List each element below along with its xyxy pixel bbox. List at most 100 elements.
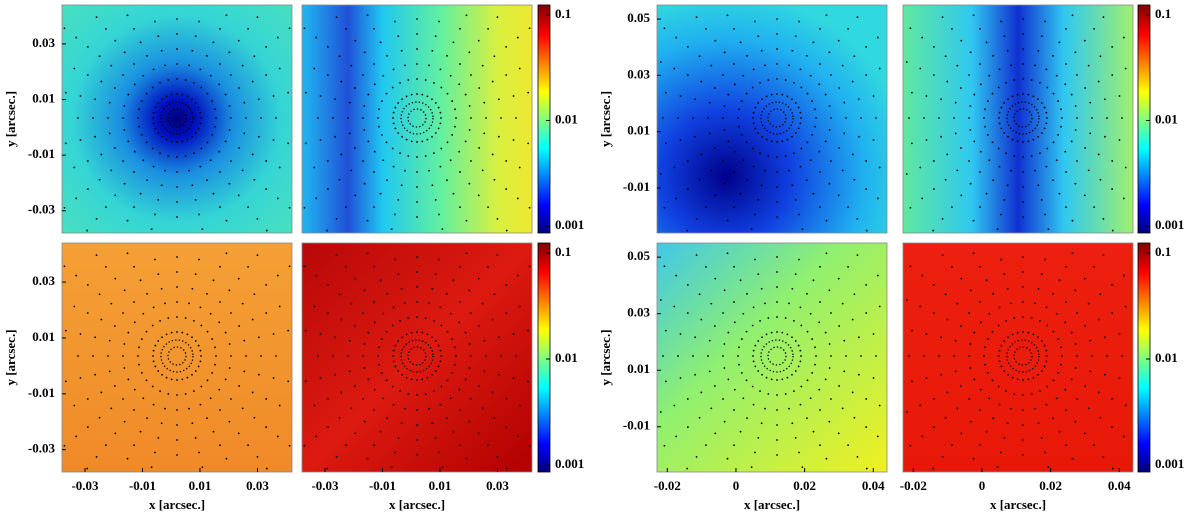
grid-point <box>1074 343 1077 345</box>
grid-point <box>1121 355 1123 357</box>
grid-point <box>905 173 908 175</box>
grid-point <box>206 179 208 182</box>
grid-point <box>941 217 944 220</box>
grid-point <box>440 324 443 327</box>
grid-point <box>176 156 178 158</box>
grid-point <box>230 398 232 400</box>
grid-point <box>161 373 163 376</box>
grid-point <box>105 444 107 447</box>
grid-point <box>188 407 190 410</box>
grid-point <box>224 331 227 334</box>
grid-point <box>940 336 943 339</box>
grid-point <box>424 393 427 395</box>
grid-point <box>707 355 709 357</box>
grid-point <box>437 365 440 368</box>
grid-point <box>79 333 82 335</box>
grid-point <box>157 198 160 201</box>
grid-point <box>470 398 472 400</box>
grid-point <box>1074 289 1077 292</box>
grid-point <box>786 95 789 98</box>
grid-point <box>847 444 849 447</box>
grid-point <box>449 159 452 162</box>
grid-point <box>505 160 508 162</box>
grid-point <box>464 140 467 143</box>
grid-point <box>1003 102 1006 104</box>
grid-point <box>159 81 161 84</box>
grid-point <box>382 74 385 77</box>
grid-point <box>757 436 760 439</box>
grid-point <box>806 54 808 57</box>
grid-point <box>878 166 881 169</box>
grid-point <box>146 417 148 420</box>
grid-point <box>392 360 395 363</box>
grid-point <box>828 343 831 345</box>
grid-point <box>459 206 461 209</box>
grid-point <box>176 439 178 441</box>
grid-point <box>969 367 972 369</box>
grid-point <box>1076 74 1078 76</box>
grid-point <box>373 171 375 173</box>
grid-point <box>708 370 711 373</box>
grid-point <box>485 117 487 119</box>
grid-point <box>1058 41 1061 44</box>
grid-point <box>470 117 472 119</box>
grid-point <box>145 141 148 144</box>
grid-point <box>659 299 662 301</box>
grid-point <box>776 256 778 258</box>
grid-point <box>315 197 318 200</box>
grid-point <box>815 355 817 357</box>
grid-point <box>1000 106 1003 109</box>
grid-point <box>767 393 770 395</box>
grid-point <box>483 101 486 104</box>
grid-point <box>338 55 341 58</box>
grid-point <box>397 198 400 201</box>
grid-point <box>391 385 394 388</box>
grid-point <box>759 152 761 155</box>
grid-point <box>362 398 364 400</box>
grid-point <box>198 258 200 261</box>
grid-point <box>776 409 778 411</box>
grid-point <box>1040 436 1043 439</box>
grid-point <box>468 51 471 54</box>
grid-point <box>243 370 246 373</box>
grid-point <box>278 404 281 407</box>
grid-point <box>698 55 701 58</box>
grid-point <box>1091 355 1093 357</box>
grid-point <box>400 287 403 290</box>
grid-point <box>837 194 840 197</box>
grid-point <box>407 393 410 395</box>
grid-point <box>345 27 347 30</box>
grid-point <box>843 101 846 104</box>
grid-point <box>334 336 337 339</box>
grid-point <box>799 360 802 363</box>
grid-point <box>998 68 1001 71</box>
grid-point <box>1005 319 1007 322</box>
grid-point <box>992 54 994 57</box>
grid-point <box>75 197 78 200</box>
grid-point <box>940 135 943 138</box>
grid-point <box>765 95 768 98</box>
grid-point <box>126 252 129 255</box>
grid-point <box>759 319 761 322</box>
grid-point <box>335 254 338 257</box>
grid-point <box>260 117 262 119</box>
grid-point <box>200 117 202 119</box>
grid-point <box>1034 407 1036 410</box>
grid-point <box>451 372 454 374</box>
grid-point <box>1093 206 1095 209</box>
grid-point <box>1011 95 1014 98</box>
grid-point <box>838 325 841 327</box>
grid-point <box>908 117 910 119</box>
grid-point <box>123 367 126 369</box>
grid-point <box>100 391 103 394</box>
grid-point <box>238 87 241 89</box>
grid-point <box>64 142 67 145</box>
grid-point <box>487 265 489 268</box>
grid-point <box>431 135 433 138</box>
grid-point <box>123 343 126 345</box>
colorbar-tick-label: 0.1 <box>1155 6 1171 21</box>
grid-point <box>1097 391 1100 394</box>
grid-point <box>86 426 89 428</box>
colorbar <box>537 4 551 234</box>
grid-point <box>416 424 418 426</box>
